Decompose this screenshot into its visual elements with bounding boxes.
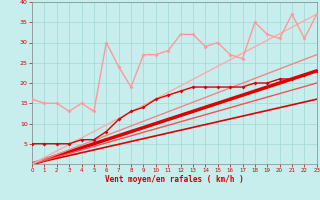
X-axis label: Vent moyen/en rafales ( km/h ): Vent moyen/en rafales ( km/h ) bbox=[105, 175, 244, 184]
